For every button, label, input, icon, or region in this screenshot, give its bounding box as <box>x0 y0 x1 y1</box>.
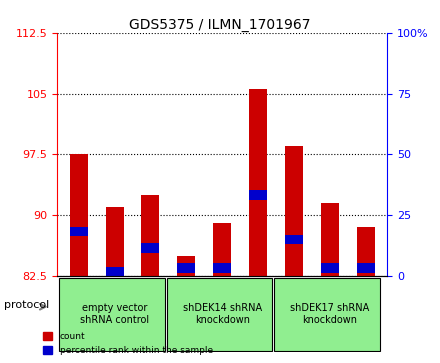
Bar <box>321 203 339 276</box>
Bar <box>213 223 231 276</box>
Bar <box>177 256 195 276</box>
Text: shDEK14 shRNA
knockdown: shDEK14 shRNA knockdown <box>183 303 262 325</box>
Bar <box>177 263 195 273</box>
Bar <box>106 207 124 276</box>
Text: protocol: protocol <box>4 300 50 310</box>
Text: GDS5375 / ILMN_1701967: GDS5375 / ILMN_1701967 <box>129 18 311 32</box>
Bar <box>285 146 303 276</box>
Bar <box>142 243 159 253</box>
Bar <box>249 89 267 276</box>
Bar <box>249 190 267 200</box>
Text: shDEK17 shRNA
knockdown: shDEK17 shRNA knockdown <box>290 303 370 325</box>
Bar <box>142 195 159 276</box>
Bar <box>357 227 374 276</box>
Bar <box>321 263 339 273</box>
Bar <box>285 234 303 244</box>
Bar <box>357 263 374 273</box>
FancyBboxPatch shape <box>59 278 165 351</box>
FancyBboxPatch shape <box>274 278 380 351</box>
Bar <box>70 227 88 236</box>
Bar <box>213 263 231 273</box>
Text: empty vector
shRNA control: empty vector shRNA control <box>80 303 149 325</box>
Bar <box>70 154 88 276</box>
Legend: count, percentile rank within the sample: count, percentile rank within the sample <box>40 329 216 359</box>
FancyBboxPatch shape <box>167 278 272 351</box>
Bar <box>106 267 124 277</box>
